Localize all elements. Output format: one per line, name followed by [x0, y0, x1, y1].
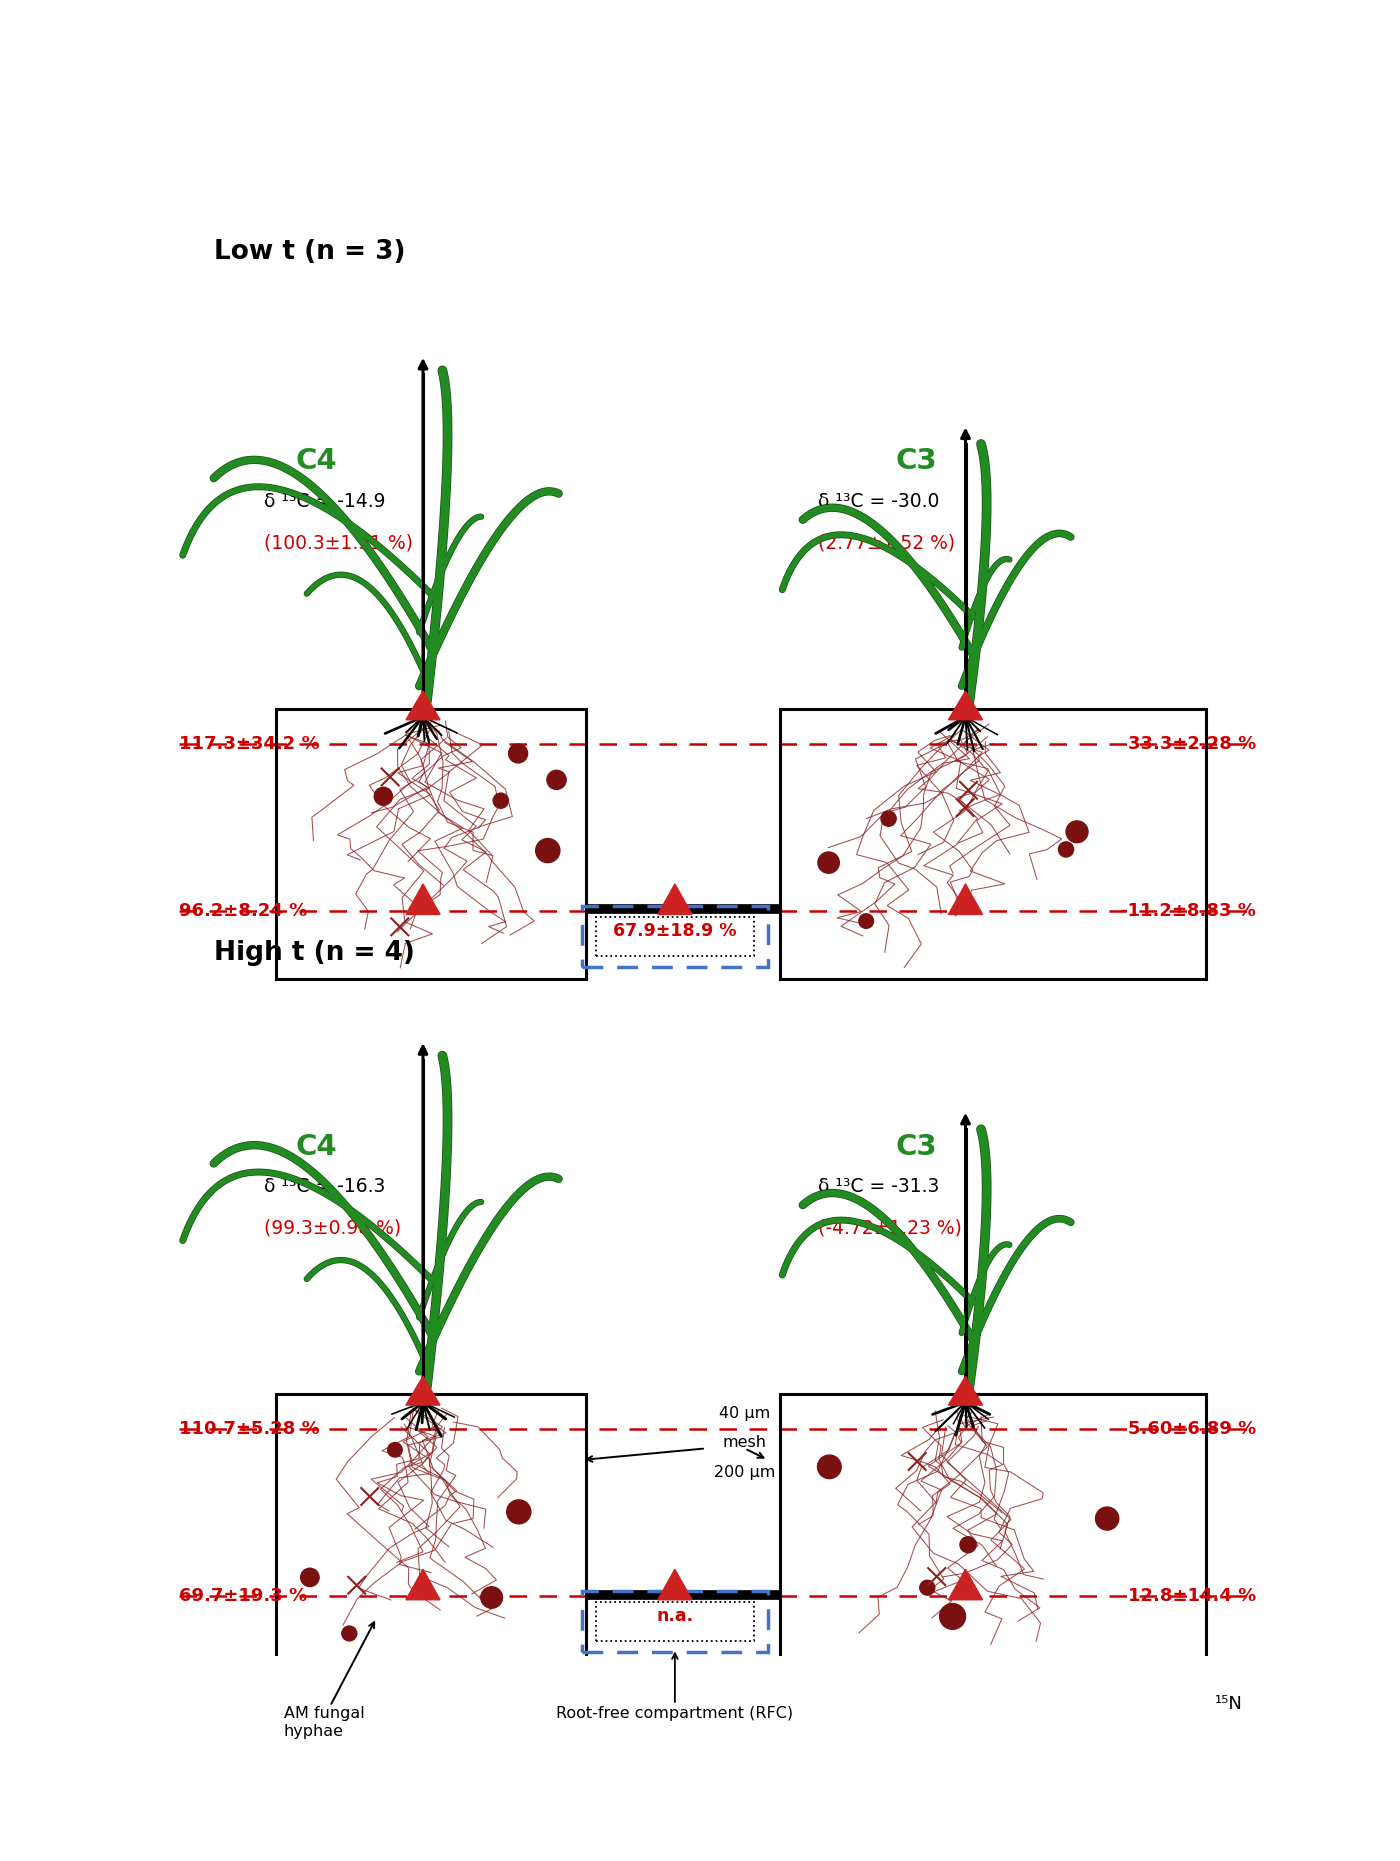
Text: AM fungal
hyphae: AM fungal hyphae	[283, 1707, 364, 1738]
Text: 67.9±18.9 %: 67.9±18.9 %	[613, 923, 736, 940]
Polygon shape	[406, 884, 440, 914]
Circle shape	[939, 1604, 966, 1630]
Text: C3: C3	[896, 1133, 938, 1161]
Text: 117.3±34.2 %: 117.3±34.2 %	[179, 735, 319, 754]
Text: 12.8±14.4 %: 12.8±14.4 %	[1128, 1587, 1256, 1606]
Bar	[780, 709, 1205, 979]
Circle shape	[480, 1587, 503, 1608]
Polygon shape	[948, 690, 983, 720]
Bar	[596, 917, 755, 957]
Text: 33.3±2.28 %: 33.3±2.28 %	[1128, 735, 1256, 754]
Text: 110.7±5.28 %: 110.7±5.28 %	[179, 1420, 319, 1439]
Text: mesh: mesh	[722, 1435, 767, 1450]
Circle shape	[858, 914, 874, 929]
Text: δ ¹³C = -31.3: δ ¹³C = -31.3	[818, 1178, 939, 1197]
Circle shape	[1096, 1507, 1119, 1530]
Circle shape	[881, 811, 896, 826]
Polygon shape	[658, 884, 692, 914]
Circle shape	[920, 1580, 935, 1595]
Circle shape	[1065, 821, 1088, 843]
Polygon shape	[406, 690, 440, 720]
Bar	[582, 906, 767, 968]
Circle shape	[507, 1500, 531, 1524]
Circle shape	[374, 787, 392, 806]
Polygon shape	[406, 1377, 440, 1405]
Text: 96.2±8.24 %: 96.2±8.24 %	[179, 903, 307, 919]
Polygon shape	[406, 1569, 440, 1600]
Bar	[276, 1394, 585, 1664]
Text: 69.7±19.3 %: 69.7±19.3 %	[179, 1587, 307, 1606]
Polygon shape	[948, 1377, 983, 1405]
Text: 40 μm: 40 μm	[720, 1407, 770, 1422]
Circle shape	[536, 839, 560, 864]
Text: C4: C4	[295, 447, 337, 475]
Polygon shape	[948, 1569, 983, 1600]
Text: (99.3±0.98 %): (99.3±0.98 %)	[265, 1219, 402, 1238]
Polygon shape	[658, 1569, 692, 1600]
Text: (2.77±1.52 %): (2.77±1.52 %)	[818, 534, 955, 553]
Text: C3: C3	[896, 447, 938, 475]
Circle shape	[301, 1569, 319, 1587]
Text: n.a.: n.a.	[657, 1608, 693, 1625]
Text: δ ¹³C = -16.3: δ ¹³C = -16.3	[265, 1178, 385, 1197]
Text: Low t (n = 3): Low t (n = 3)	[214, 240, 405, 266]
Text: (100.3±1.51 %): (100.3±1.51 %)	[265, 534, 413, 553]
Circle shape	[493, 793, 508, 808]
Text: δ ¹³C = -30.0: δ ¹³C = -30.0	[818, 491, 939, 512]
Polygon shape	[948, 884, 983, 914]
Text: (-4.72±1.23 %): (-4.72±1.23 %)	[818, 1219, 962, 1238]
Bar	[780, 1394, 1205, 1664]
Text: 5.60±6.89 %: 5.60±6.89 %	[1128, 1420, 1256, 1439]
Bar	[582, 1591, 767, 1653]
Circle shape	[960, 1537, 976, 1552]
Bar	[276, 709, 585, 979]
Text: High t (n = 4): High t (n = 4)	[214, 940, 414, 966]
Text: Root-free compartment (RFC): Root-free compartment (RFC)	[556, 1707, 794, 1721]
Circle shape	[547, 770, 566, 789]
Circle shape	[1058, 841, 1074, 858]
Circle shape	[388, 1442, 402, 1457]
Text: 200 μm: 200 μm	[714, 1465, 776, 1479]
Circle shape	[818, 852, 840, 873]
Text: δ ¹³C = -14.9: δ ¹³C = -14.9	[265, 491, 385, 512]
Circle shape	[508, 744, 528, 763]
Text: ¹⁵N: ¹⁵N	[1215, 1695, 1243, 1712]
Text: -11.2±8.83 %: -11.2±8.83 %	[1120, 903, 1256, 919]
Bar	[596, 1602, 755, 1641]
Circle shape	[818, 1455, 841, 1479]
Text: C4: C4	[295, 1133, 337, 1161]
Circle shape	[342, 1627, 357, 1641]
